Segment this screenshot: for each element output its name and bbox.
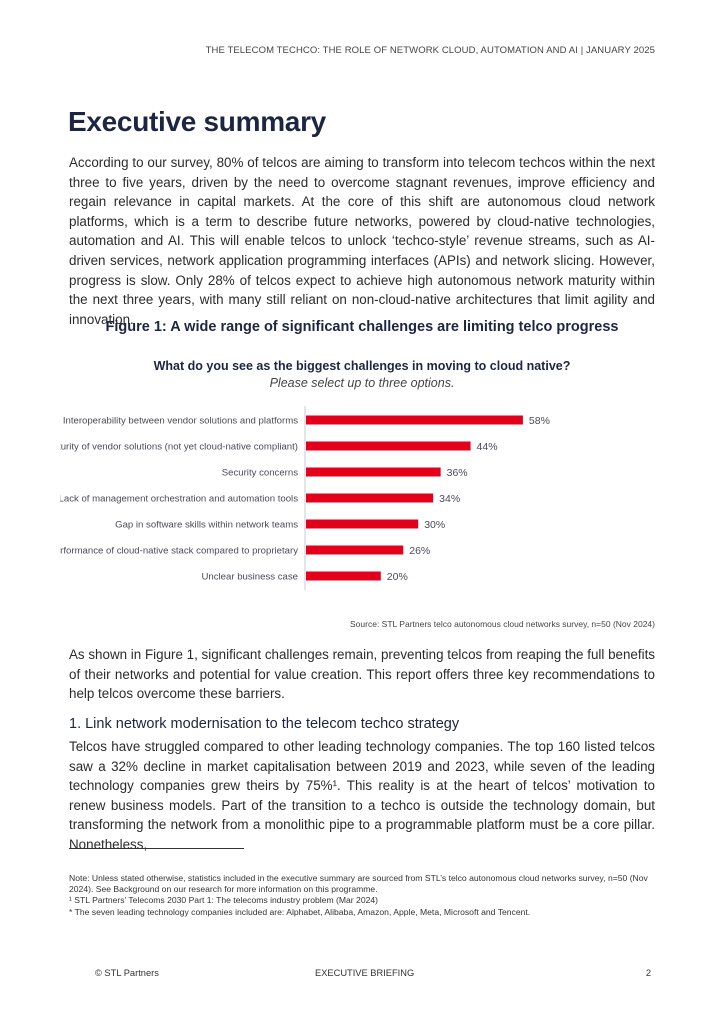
footnote-divider — [69, 848, 244, 849]
footer-label: EXECUTIVE BRIEFING — [315, 968, 415, 978]
bar — [306, 519, 419, 529]
chart-subtitle: Please select up to three options. — [269, 376, 455, 390]
category-label: Unclear business case — [201, 572, 298, 583]
footer-copyright: © STL Partners — [95, 968, 159, 978]
footnote: ¹ STL Partners’ Telecoms 2030 Part 1: Th… — [69, 895, 379, 906]
page-title: Executive summary — [68, 106, 326, 137]
footnotes: Note: Unless stated otherwise, statistic… — [69, 873, 655, 918]
bar — [306, 493, 434, 503]
chart-title: What do you see as the biggest challenge… — [153, 359, 571, 373]
category-label: Performance of cloud-native stack compar… — [60, 546, 298, 557]
body-paragraph: As shown in Figure 1, significant challe… — [69, 647, 655, 702]
section-heading: 1. Link network modernisation to the tel… — [69, 716, 460, 732]
data-label: 58% — [529, 415, 550, 427]
data-label: 26% — [409, 545, 430, 557]
bar — [306, 415, 523, 425]
bar-chart: Interoperability between vendor solution… — [60, 406, 550, 590]
footnote: * The seven leading technology companies… — [69, 906, 531, 917]
data-label: 20% — [387, 571, 408, 583]
figure-source: Source: STL Partners telco autonomous cl… — [350, 619, 655, 629]
data-label: 36% — [447, 467, 468, 479]
data-label: 30% — [424, 519, 445, 531]
section-body: Telcos have struggled compared to other … — [69, 739, 655, 852]
figure-title: Figure 1: A wide range of significant ch… — [105, 319, 619, 335]
intro-paragraph: According to our survey, 80% of telcos a… — [69, 155, 655, 327]
category-label: Maturity of vendor solutions (not yet cl… — [60, 442, 298, 453]
footnote: Note: Unless stated otherwise, statistic… — [69, 873, 648, 895]
bar — [306, 545, 404, 555]
category-label: Lack of management orchestration and aut… — [60, 494, 298, 505]
running-header: THE TELECOM TECHCO: THE ROLE OF NETWORK … — [205, 45, 655, 56]
bar — [306, 441, 471, 451]
page-number: 2 — [645, 968, 651, 978]
data-label: 34% — [439, 493, 460, 505]
category-label: Interoperability between vendor solution… — [63, 416, 298, 427]
bar — [306, 571, 381, 581]
bar — [306, 467, 441, 477]
data-label: 44% — [477, 441, 498, 453]
category-label: Security concerns — [222, 468, 298, 479]
category-label: Gap in software skills within network te… — [115, 520, 298, 531]
